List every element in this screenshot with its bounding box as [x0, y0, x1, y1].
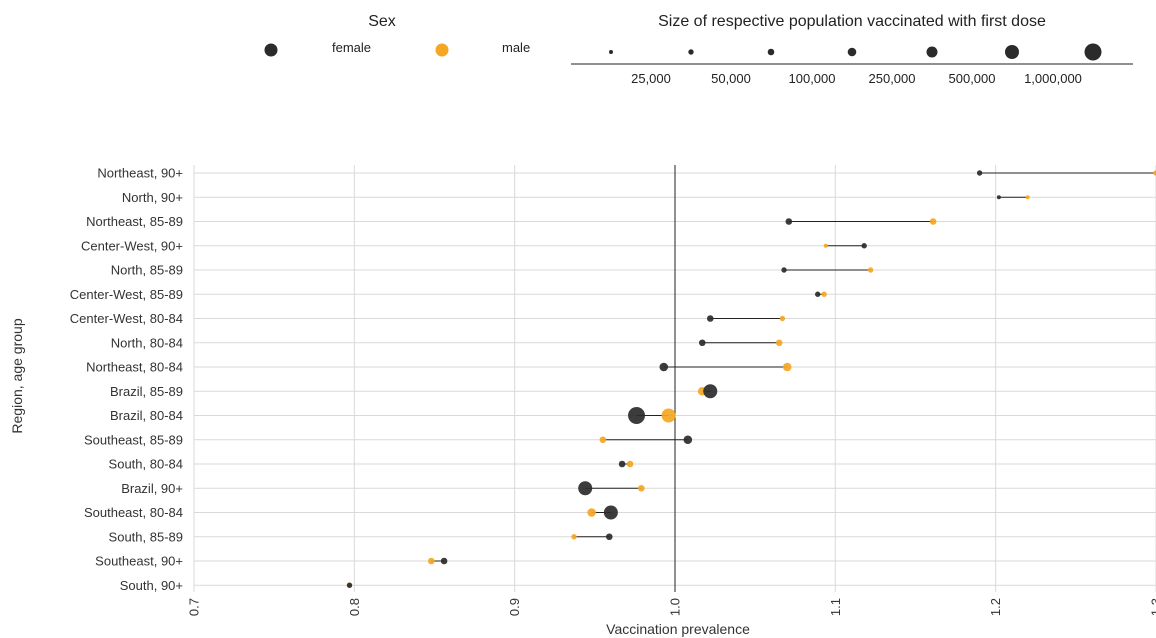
female-point — [578, 481, 593, 496]
legend-size: Size of respective population vaccinated… — [571, 13, 1133, 86]
female-point — [785, 218, 793, 225]
x-tick-label: 0.7 — [187, 598, 202, 616]
female-point — [603, 505, 618, 520]
y-tick-label: North, 90+ — [122, 190, 183, 205]
female-point — [861, 243, 867, 249]
male-point — [782, 362, 792, 372]
y-tick-label: Brazil, 85-89 — [110, 384, 183, 399]
size-dot-4 — [847, 47, 857, 57]
y-tick-label: Southeast, 80-84 — [84, 505, 183, 520]
male-point — [571, 534, 577, 540]
legend-sex: Sex female male — [264, 13, 530, 57]
legend-male-swatch — [435, 43, 449, 57]
size-tick-label: 50,000 — [711, 71, 751, 86]
female-point — [976, 170, 983, 176]
female-point — [346, 582, 353, 588]
y-tick-label: Center-West, 85-89 — [70, 287, 183, 302]
size-dot-1 — [609, 50, 613, 54]
male-point — [599, 436, 607, 444]
legend-female-swatch — [264, 43, 278, 57]
legend-size-title: Size of respective population vaccinated… — [658, 13, 1046, 30]
x-tick-label: 1.3 — [1149, 598, 1156, 616]
y-tick-label: North, 85-89 — [111, 263, 183, 278]
size-dot-5 — [926, 46, 938, 58]
male-point — [929, 218, 937, 225]
y-tick-label: Northeast, 85-89 — [86, 214, 183, 229]
x-tick-label: 0.8 — [347, 598, 362, 616]
size-tick-label: 1,000,000 — [1024, 71, 1082, 86]
y-tick-label: Center-West, 90+ — [81, 238, 183, 253]
male-point — [823, 243, 828, 248]
size-tick-label: 500,000 — [949, 71, 996, 86]
male-point — [1025, 195, 1030, 200]
female-point — [996, 195, 1001, 200]
male-point — [626, 460, 634, 468]
size-tick-label: 25,000 — [631, 71, 671, 86]
y-tick-label: South, 90+ — [120, 578, 183, 593]
male-point — [821, 291, 827, 297]
x-tick-labels: 0.7 0.8 0.9 1.0 1.1 1.2 1.3 — [187, 598, 1156, 616]
male-point — [427, 557, 435, 565]
female-point — [440, 557, 448, 565]
size-dot-2 — [688, 49, 694, 55]
male-point — [779, 315, 786, 322]
male-point — [1153, 170, 1156, 176]
y-tick-label: Brazil, 90+ — [121, 481, 183, 496]
y-tick-label: South, 80-84 — [109, 457, 183, 472]
male-point — [661, 408, 676, 423]
size-dot-7 — [1084, 43, 1102, 61]
female-point — [698, 339, 706, 347]
y-tick-label: South, 85-89 — [109, 529, 183, 544]
x-axis-title: Vaccination prevalence — [606, 621, 750, 637]
x-tick-label: 1.1 — [828, 598, 843, 616]
female-point — [706, 315, 714, 322]
size-dot-3 — [767, 48, 775, 56]
y-tick-labels: Northeast, 90+ North, 90+ Northeast, 85-89… — [70, 166, 183, 593]
size-dot-6 — [1005, 45, 1019, 59]
female-point — [814, 291, 821, 297]
female-point — [605, 533, 613, 541]
female-point — [683, 435, 693, 445]
female-point — [618, 460, 626, 468]
connectors — [431, 172, 1156, 562]
female-point — [659, 362, 669, 372]
y-tick-label: Southeast, 85-89 — [84, 432, 183, 447]
female-point — [781, 267, 787, 273]
x-tick-label: 1.2 — [988, 598, 1003, 616]
x-tick-label: 1.0 — [668, 598, 683, 616]
y-tick-label: Northeast, 80-84 — [86, 360, 183, 375]
male-point — [867, 267, 874, 273]
male-point — [638, 484, 645, 492]
y-tick-label: Center-West, 80-84 — [70, 311, 183, 326]
x-tick-label: 0.9 — [507, 598, 522, 616]
female-point — [628, 407, 646, 424]
y-tick-label: Southeast, 90+ — [95, 554, 183, 569]
size-tick-label: 100,000 — [789, 71, 836, 86]
y-tick-label: North, 80-84 — [111, 335, 183, 350]
size-tick-label: 250,000 — [869, 71, 916, 86]
y-axis-title: Region, age group — [9, 318, 25, 433]
y-tick-label: Brazil, 80-84 — [110, 408, 183, 423]
male-point — [587, 508, 596, 517]
female-point — [703, 384, 718, 399]
legend-male-label: male — [502, 40, 530, 55]
y-tick-label: Northeast, 90+ — [97, 166, 183, 181]
legend-female-label: female — [332, 40, 371, 55]
points — [346, 170, 1156, 588]
legend-sex-title: Sex — [368, 13, 396, 30]
male-point — [775, 339, 783, 347]
